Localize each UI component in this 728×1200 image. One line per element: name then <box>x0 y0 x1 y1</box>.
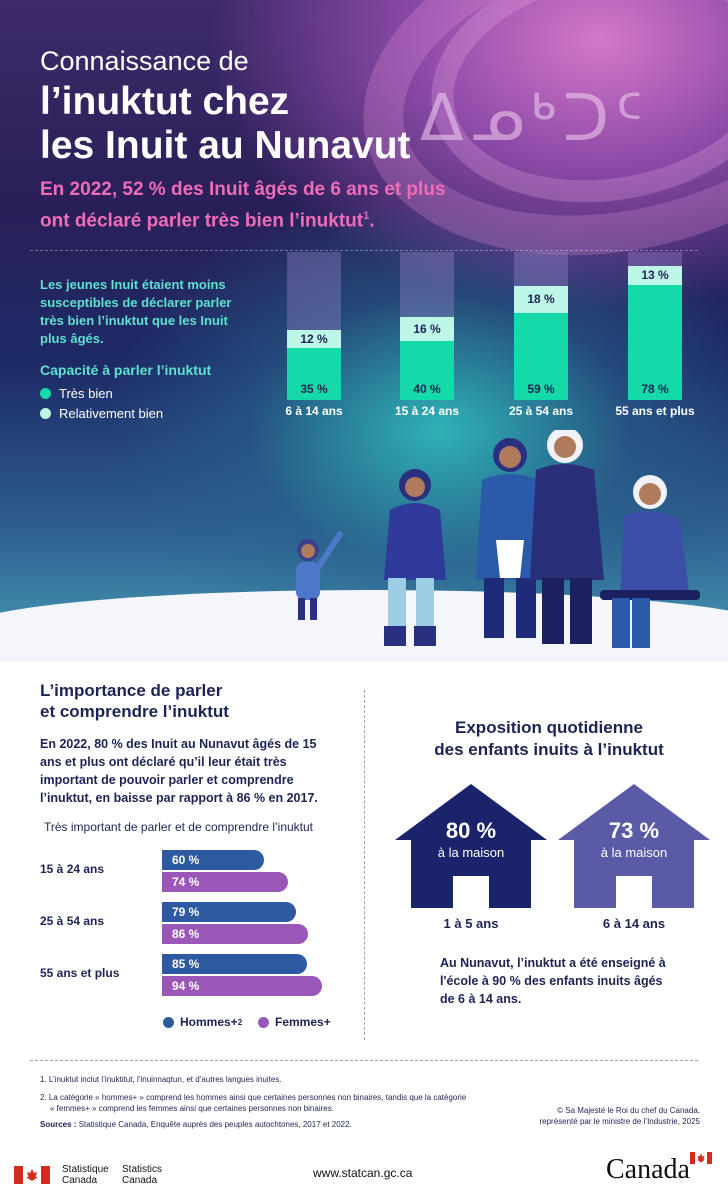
chart-caption: Très important de parler et de comprendr… <box>44 820 314 834</box>
woman-figure <box>384 469 446 646</box>
canada-flag-icon <box>14 1166 50 1184</box>
footnote-ref: 1 <box>363 210 370 222</box>
website-link[interactable]: www.statcan.gc.ca <box>313 1166 413 1180</box>
house-icon <box>395 784 547 908</box>
house-value: 80 % <box>445 818 497 843</box>
house-value: 73 % <box>608 818 660 843</box>
divider <box>30 250 698 251</box>
copyright-line-2: représenté par le ministre de l’Industri… <box>539 1117 700 1126</box>
bar-tres-bien: 40 % <box>400 341 454 400</box>
statcan-en: Statistics Canada <box>122 1164 162 1186</box>
bar-hommes: 79 % <box>162 902 296 922</box>
legend-swatch <box>40 388 51 399</box>
exposure-title: Exposition quotidienne des enfants inuit… <box>384 717 714 761</box>
divider <box>30 1060 698 1061</box>
canada-wordmark: Canada <box>606 1154 690 1185</box>
statcan-en-line-2: Canada <box>122 1175 158 1186</box>
child-figure <box>296 531 343 620</box>
headline-end: . <box>369 210 375 232</box>
page-title: l’inuktut chez les Inuit au Nunavut <box>40 80 460 168</box>
house-age-label: 6 à 14 ans <box>602 916 666 931</box>
school-text: Au Nunavut, l’inuktut a été enseigné à l… <box>440 956 666 1006</box>
bar-femmes: 74 % <box>162 872 288 892</box>
bar-relativement-bien: 16 % <box>400 317 454 341</box>
copyright-line-1: © Sa Majesté le Roi du chef du Canada, <box>557 1106 700 1115</box>
legend-label: Femmes+ <box>275 1015 331 1029</box>
headline-stat: En 2022, 52 % des Inuit âgés de 6 ans et… <box>40 177 480 234</box>
snow-ground <box>0 590 728 662</box>
legend-label: Relativement bien <box>59 406 164 421</box>
statcan-fr-line-1: Statistique <box>62 1164 109 1175</box>
legend-title: Capacité à parler l’inuktut <box>40 362 212 378</box>
sources: Sources : Statistique Canada, Enquête au… <box>40 1120 352 1129</box>
title-line-1: Connaissance de <box>40 46 249 76</box>
bar-hommes: 60 % <box>162 850 264 870</box>
age-group-label: 15 à 24 ans <box>40 862 105 876</box>
column-label: 55 ans et plus <box>615 404 695 418</box>
ability-column: 35 % 12 % <box>287 252 341 400</box>
footnote-2-line-1: 2. La catégorie « hommes+ » comprend les… <box>40 1093 467 1102</box>
footnote-1: 1. L’inuktut inclut l’inuktitut, l’inuin… <box>40 1075 282 1084</box>
statcan-fr-line-2: Canada <box>62 1175 98 1186</box>
copyright: © Sa Majesté le Roi du chef du Canada, r… <box>539 1105 700 1127</box>
legend-item-femmes: Femmes+ <box>258 1015 331 1029</box>
title-line-3: les Inuit au Nunavut <box>40 124 411 167</box>
legend-item-tres-bien: Très bien <box>40 386 113 401</box>
ability-column: 59 % 18 % <box>514 252 568 400</box>
syllabics-decoration: ᐃᓄᒃᑐᑦ <box>420 82 649 156</box>
bar-tres-bien: 35 % <box>287 348 341 400</box>
legend-label: Très bien <box>59 386 113 401</box>
statcan-en-line-1: Statistics <box>122 1164 163 1175</box>
bar-relativement-bien: 18 % <box>514 286 568 313</box>
bar-femmes: 86 % <box>162 924 308 944</box>
elder-figure <box>600 475 700 648</box>
exposure-title-line-1: Exposition quotidienne <box>455 718 643 737</box>
column-label: 6 à 14 ans <box>285 404 343 418</box>
importance-title-line-1: L’importance de parler <box>40 681 223 700</box>
house-subtext: à la maison <box>600 845 668 860</box>
column-label: 25 à 54 ans <box>508 404 574 418</box>
age-group-label: 55 ans et plus <box>40 966 120 980</box>
house-1-5-ans: 80 % à la maison <box>391 780 551 910</box>
legend-swatch <box>258 1016 269 1028</box>
column-label: 15 à 24 ans <box>394 404 460 418</box>
ability-column: 78 % 13 % <box>628 252 682 400</box>
legend-item-hommes: Hommes+ 2 <box>163 1015 242 1029</box>
legend-label: Hommes+ <box>180 1015 238 1029</box>
house-6-14-ans: 73 % à la maison <box>554 780 714 910</box>
legend-item-relativement-bien: Relativement bien <box>40 406 163 421</box>
house-icon <box>558 784 710 908</box>
wordmark-flag-icon <box>690 1152 712 1164</box>
house-subtext: à la maison <box>437 845 505 860</box>
headline-text: En 2022, 52 % des Inuit âgés de 6 ans et… <box>40 179 446 232</box>
bar-relativement-bien: 13 % <box>628 266 682 285</box>
legend-swatch <box>40 408 51 419</box>
bar-hommes: 85 % <box>162 954 307 974</box>
importance-text: En 2022, 80 % des Inuit au Nunavut âgés … <box>40 737 318 805</box>
importance-title-line-2: et comprendre l’inuktut <box>40 702 229 721</box>
bar-tres-bien: 78 % <box>628 285 682 400</box>
bar-femmes: 94 % <box>162 976 322 996</box>
footnote-2-line-2: « femmes+ » comprend les femmes ainsi qu… <box>50 1104 334 1113</box>
footnote-2: 2. La catégorie « hommes+ » comprend les… <box>40 1092 466 1114</box>
inuit-family-illustration <box>296 430 700 648</box>
exposure-title-line-2: des enfants inuits à l’inuktut <box>434 740 664 759</box>
footnote-ref: 2 <box>237 1017 243 1027</box>
title-line-2: l’inuktut chez <box>40 80 290 123</box>
statcan-fr: Statistique Canada <box>62 1164 109 1186</box>
sources-text: Statistique Canada, Enquête auprès des p… <box>76 1120 352 1129</box>
vertical-divider <box>364 690 365 1040</box>
legend-swatch <box>163 1016 174 1028</box>
house-age-label: 1 à 5 ans <box>443 916 499 931</box>
bar-tres-bien: 59 % <box>514 313 568 400</box>
man-figure <box>476 438 544 638</box>
hero-section: ᐃᓄᒃᑐᑦ Connaissance de l’inuktut chez les… <box>0 0 728 662</box>
age-group-label: 25 à 54 ans <box>40 914 105 928</box>
bar-relativement-bien: 12 % <box>287 330 341 348</box>
importance-title: L’importance de parler et comprendre l’i… <box>40 680 340 722</box>
ability-intro: Les jeunes Inuit étaient moins susceptib… <box>40 277 232 346</box>
ability-column: 40 % 16 % <box>400 252 454 400</box>
parka-figure <box>530 430 604 644</box>
sources-label: Sources : <box>40 1120 77 1129</box>
